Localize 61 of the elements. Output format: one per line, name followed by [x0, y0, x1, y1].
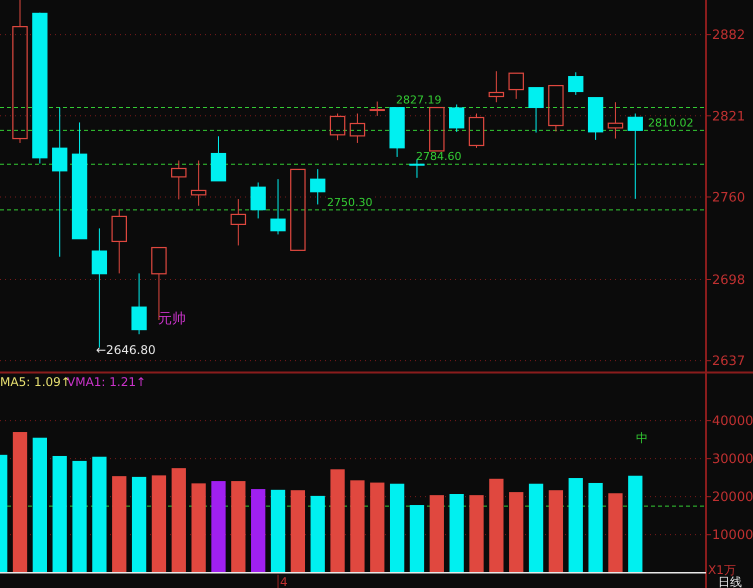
bar	[608, 493, 623, 573]
bar	[52, 456, 67, 573]
candlestick	[190, 160, 206, 206]
candlestick	[350, 113, 366, 144]
y-tick-label: 40000	[712, 414, 753, 430]
bar	[251, 489, 266, 573]
bar	[489, 478, 504, 573]
bar	[270, 490, 286, 573]
y-tick-label: 20000	[712, 490, 753, 506]
bar	[509, 492, 524, 573]
bar	[72, 460, 87, 573]
bar	[330, 469, 345, 573]
bar	[450, 494, 464, 573]
bar	[310, 496, 325, 573]
x-tick-label: 4	[280, 575, 288, 588]
ref-line-label: 2827.19	[396, 94, 442, 107]
y-tick-label: 2882	[712, 28, 746, 44]
bar	[568, 478, 583, 573]
annotation: ←2646.80	[96, 343, 156, 357]
bar	[548, 490, 564, 573]
y-tick-label: 2637	[712, 354, 746, 370]
bar	[191, 483, 206, 573]
bar	[211, 481, 226, 573]
bar	[390, 484, 404, 573]
bar	[528, 484, 544, 573]
bar	[350, 480, 365, 573]
candlestick	[608, 102, 624, 140]
bar	[112, 476, 126, 573]
bar	[152, 475, 166, 573]
bar	[370, 482, 384, 573]
bar	[290, 490, 306, 573]
candlestick	[628, 113, 643, 200]
annotation: VMA1: 1.21↑	[67, 375, 146, 389]
y-tick-label: 2821	[712, 109, 746, 124]
bar	[410, 505, 424, 573]
ref-line-label: 2750.30	[327, 196, 372, 209]
y-tick-label: 2760	[712, 190, 746, 206]
annotation: 元帅	[158, 311, 186, 327]
annotation: 中	[636, 431, 648, 445]
ref-line-label: 2784.60	[416, 150, 462, 164]
y-tick-label: 30000	[712, 452, 753, 468]
bar	[430, 495, 444, 573]
text: X1万	[708, 563, 736, 577]
bar	[172, 468, 186, 573]
bar	[628, 476, 642, 573]
candlestick	[310, 168, 326, 205]
candlestick	[52, 107, 68, 258]
bar	[588, 482, 603, 573]
text: 日线	[718, 575, 742, 588]
y-tick-label: 2698	[712, 272, 746, 288]
bar	[12, 432, 28, 573]
candlestick	[230, 198, 246, 246]
bar	[231, 481, 246, 573]
ref-line-label: 2810.02	[648, 116, 694, 130]
candlestick	[171, 160, 187, 200]
bar	[32, 438, 47, 573]
bar	[92, 456, 107, 573]
candlestick	[111, 208, 127, 274]
bar	[469, 495, 484, 573]
bar	[132, 476, 146, 573]
y-tick-label: 10000	[712, 528, 753, 544]
